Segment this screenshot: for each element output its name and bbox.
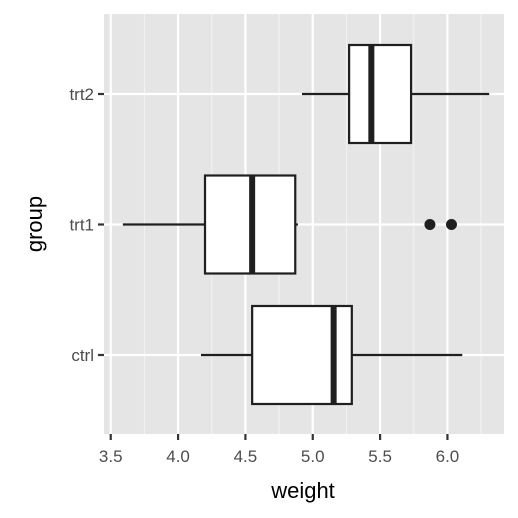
x-axis-title: weight bbox=[270, 478, 335, 503]
y-tick-label: trt2 bbox=[69, 85, 94, 104]
box-iqr bbox=[348, 43, 413, 145]
outlier-point bbox=[424, 219, 436, 230]
y-tick-label: trt1 bbox=[69, 216, 94, 235]
box-iqr bbox=[251, 304, 353, 406]
x-tick-label: 3.5 bbox=[99, 447, 123, 466]
y-axis-title: group bbox=[22, 196, 47, 252]
axes: 3.5 4.0 4.5 5.0 5.5 6.0 ctrl trt1 trt2 bbox=[69, 85, 459, 466]
box-series bbox=[122, 43, 490, 406]
box-group bbox=[122, 174, 457, 275]
outlier-point bbox=[445, 219, 457, 230]
box-group bbox=[301, 43, 490, 145]
box-group bbox=[200, 304, 463, 406]
x-tick-label: 5.5 bbox=[368, 447, 392, 466]
x-tick-label: 5.0 bbox=[301, 447, 325, 466]
x-tick-label: 6.0 bbox=[436, 447, 460, 466]
x-tick-label: 4.0 bbox=[166, 447, 190, 466]
x-tick-label: 4.5 bbox=[234, 447, 258, 466]
y-tick-label: ctrl bbox=[71, 346, 94, 365]
